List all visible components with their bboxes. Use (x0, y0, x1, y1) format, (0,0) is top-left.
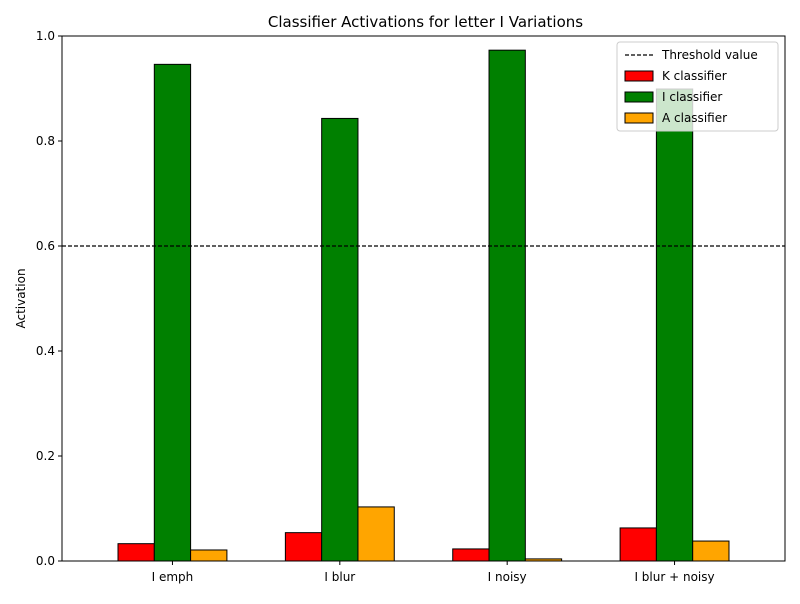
x-tick-label: I noisy (488, 570, 527, 584)
legend-box (616, 41, 779, 132)
y-tick-label: 0.8 (36, 134, 55, 148)
bar-i-classifier-2 (488, 49, 526, 562)
y-tick-label: 0.2 (36, 449, 55, 463)
bar-a-classifier-0 (190, 549, 228, 562)
legend: Threshold value K classifier I classifier A… (616, 41, 779, 132)
bar-k-classifier-1 (284, 532, 323, 562)
legend-threshold-label: Threshold value (661, 48, 758, 62)
bar-i-classifier-3 (655, 88, 694, 562)
x-tick-label: I blur (324, 570, 355, 584)
plot-area: I emph I blur I noisy I blur + noisy 0.0 0.2 0… (36, 29, 786, 584)
y-tick-label: 0.6 (36, 239, 55, 253)
bar-i-classifier-1 (321, 117, 359, 562)
bar-a-classifier-1 (357, 506, 395, 562)
chart-title: Classifier Activations for letter I Vari… (268, 13, 583, 31)
x-tick-label: I emph (152, 570, 194, 584)
x-tick-label: I blur + noisy (634, 570, 714, 584)
legend-swatch-a-classifier (624, 112, 654, 124)
y-tick-label: 1.0 (36, 29, 55, 43)
bar-k-classifier-3 (619, 527, 657, 562)
axes-frame (61, 35, 786, 562)
y-tick-label: 0.0 (36, 554, 55, 568)
legend-label-a-classifier: A classifier (662, 111, 727, 125)
legend-label-k-classifier: K classifier (662, 69, 727, 83)
bar-a-classifier-3 (692, 540, 730, 562)
y-tick-label: 0.4 (36, 344, 55, 358)
bar-i-classifier-0 (153, 63, 192, 562)
legend-label-i-classifier: I classifier (662, 90, 722, 104)
bar-k-classifier-0 (117, 543, 155, 562)
bar-k-classifier-2 (452, 548, 490, 562)
legend-swatch-k-classifier (624, 70, 654, 82)
legend-swatch-i-classifier (624, 91, 654, 103)
y-axis-label: Activation (14, 268, 28, 328)
